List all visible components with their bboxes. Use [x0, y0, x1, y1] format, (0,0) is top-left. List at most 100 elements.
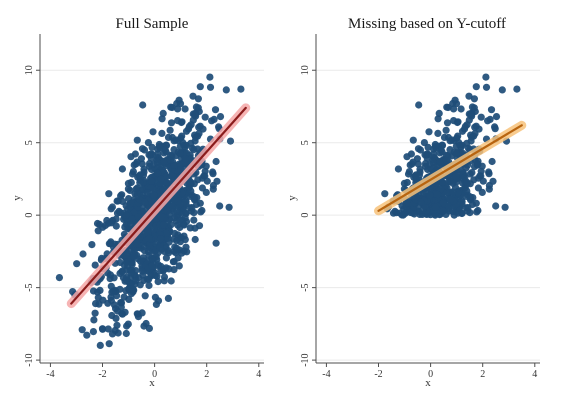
data-point — [465, 116, 473, 124]
data-point — [130, 252, 138, 260]
data-point — [177, 233, 185, 242]
data-point — [134, 213, 142, 221]
data-point — [139, 254, 147, 262]
data-point — [513, 85, 521, 93]
data-point — [188, 144, 196, 152]
data-point — [181, 105, 189, 113]
data-point — [482, 73, 490, 81]
data-point — [491, 125, 499, 133]
data-point — [176, 216, 184, 224]
data-point — [181, 155, 189, 163]
y-tick-label: 0 — [24, 213, 35, 218]
data-point — [55, 274, 64, 282]
x-tick-label: -2 — [98, 369, 106, 380]
data-point — [145, 275, 153, 283]
data-point — [107, 205, 115, 213]
data-point — [471, 123, 479, 131]
data-point — [225, 203, 233, 211]
data-point — [457, 105, 465, 113]
data-point — [470, 95, 478, 103]
data-point — [133, 310, 141, 318]
data-point — [122, 329, 130, 338]
data-point — [160, 157, 168, 165]
data-point — [465, 92, 473, 100]
x-tick-label: -4 — [322, 369, 330, 380]
data-point — [125, 295, 133, 303]
data-point — [145, 151, 153, 159]
data-point — [180, 247, 188, 255]
data-point — [112, 314, 120, 322]
data-point — [136, 171, 144, 179]
data-point — [176, 149, 184, 158]
data-point — [185, 122, 193, 130]
data-point — [171, 249, 180, 257]
data-point — [166, 210, 174, 218]
data-point — [211, 106, 220, 114]
y-tick-label: 10 — [24, 65, 35, 75]
data-point — [105, 340, 113, 348]
data-point — [210, 115, 218, 123]
data-point — [162, 229, 170, 237]
data-point — [167, 119, 176, 127]
data-point — [144, 248, 152, 256]
data-point — [464, 204, 472, 212]
data-point — [398, 211, 406, 219]
data-point — [440, 133, 449, 141]
data-point — [452, 173, 460, 181]
fit-line — [70, 106, 247, 305]
data-point — [468, 103, 476, 111]
data-point — [190, 193, 198, 201]
data-point — [167, 277, 175, 285]
data-point — [79, 250, 87, 258]
data-point — [145, 324, 153, 332]
data-point — [466, 193, 474, 201]
x-tick-label: -2 — [374, 369, 382, 380]
data-point — [127, 178, 135, 187]
data-point — [192, 103, 200, 111]
data-point — [147, 177, 156, 185]
data-point — [170, 137, 178, 145]
data-point — [434, 129, 442, 137]
data-point — [458, 198, 466, 206]
data-point — [404, 170, 413, 178]
data-point — [437, 146, 445, 154]
data-point — [143, 189, 152, 197]
data-point — [187, 187, 195, 195]
data-point — [116, 285, 124, 293]
data-point — [170, 258, 178, 266]
data-point — [170, 195, 178, 203]
data-point — [93, 288, 102, 296]
y-tick-label: -5 — [300, 283, 311, 291]
data-point — [107, 219, 115, 227]
data-point — [151, 271, 159, 279]
data-point — [138, 145, 147, 153]
x-tick-label: -4 — [46, 369, 54, 380]
data-point — [439, 199, 447, 207]
data-point — [237, 85, 245, 93]
data-point — [415, 101, 423, 109]
data-point — [206, 83, 215, 91]
data-point — [129, 285, 137, 293]
data-point — [398, 202, 406, 210]
data-point — [178, 118, 186, 126]
data-point — [431, 142, 440, 150]
data-point — [485, 185, 493, 193]
data-point — [167, 221, 175, 229]
data-point — [413, 155, 421, 163]
y-tick-label: 5 — [300, 140, 311, 145]
data-point — [195, 130, 203, 138]
data-point — [104, 299, 112, 307]
data-point — [472, 83, 480, 91]
x-axis-label: x — [149, 377, 155, 389]
data-point — [439, 178, 447, 186]
data-point — [91, 261, 99, 269]
data-point — [417, 198, 425, 206]
y-tick-label: -10 — [24, 353, 35, 366]
data-point — [127, 269, 135, 277]
axis-ticks: -4 -2 0 2 4 -10 -5 0 5 10 — [300, 65, 537, 380]
data-point — [158, 115, 166, 123]
data-point — [429, 158, 437, 166]
data-point — [195, 123, 203, 131]
data-point — [412, 171, 420, 179]
data-point — [117, 192, 125, 200]
